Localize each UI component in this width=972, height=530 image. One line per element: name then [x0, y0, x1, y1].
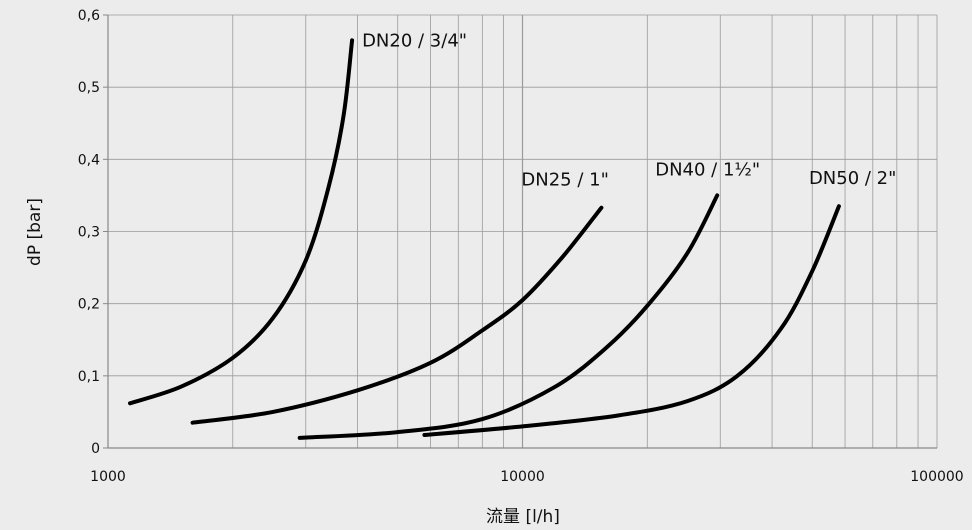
chart-axes [103, 14, 937, 449]
chart-grid [108, 14, 938, 448]
series-label: DN50 / 2" [809, 168, 896, 189]
chart-tick-labels: 0 0,1 0,2 0,3 0,4 0,5 0,6 1000 10000 100000 [78, 8, 964, 485]
x-tick-label: 100000 [910, 469, 963, 485]
y-tick-label: 0,2 [78, 297, 100, 313]
series-label: DN25 / 1" [521, 170, 608, 191]
y-tick-label: 0,4 [78, 152, 100, 168]
y-tick-label: 0,3 [78, 225, 100, 241]
series-line [297, 193, 720, 440]
series-label: DN40 / 1½" [655, 159, 760, 180]
y-axis-title: dP [bar] [25, 198, 45, 266]
series-label: DN20 / 3/4" [362, 30, 467, 51]
series-line [128, 38, 355, 406]
x-tick-label: 1000 [90, 469, 126, 485]
x-axis-title: 流量 [l/h] [486, 507, 560, 527]
y-tick-label: 0 [91, 441, 100, 457]
y-tick-label: 0,1 [78, 369, 100, 385]
y-tick-label: 0,6 [78, 8, 100, 24]
chart-series: DN20 / 3/4" DN25 / 1" DN40 / 1½" DN50 / 2" [128, 30, 896, 440]
series-line [422, 204, 841, 437]
x-tick-label: 10000 [500, 469, 545, 485]
series-line [190, 205, 604, 425]
y-tick-label: 0,5 [78, 80, 100, 96]
